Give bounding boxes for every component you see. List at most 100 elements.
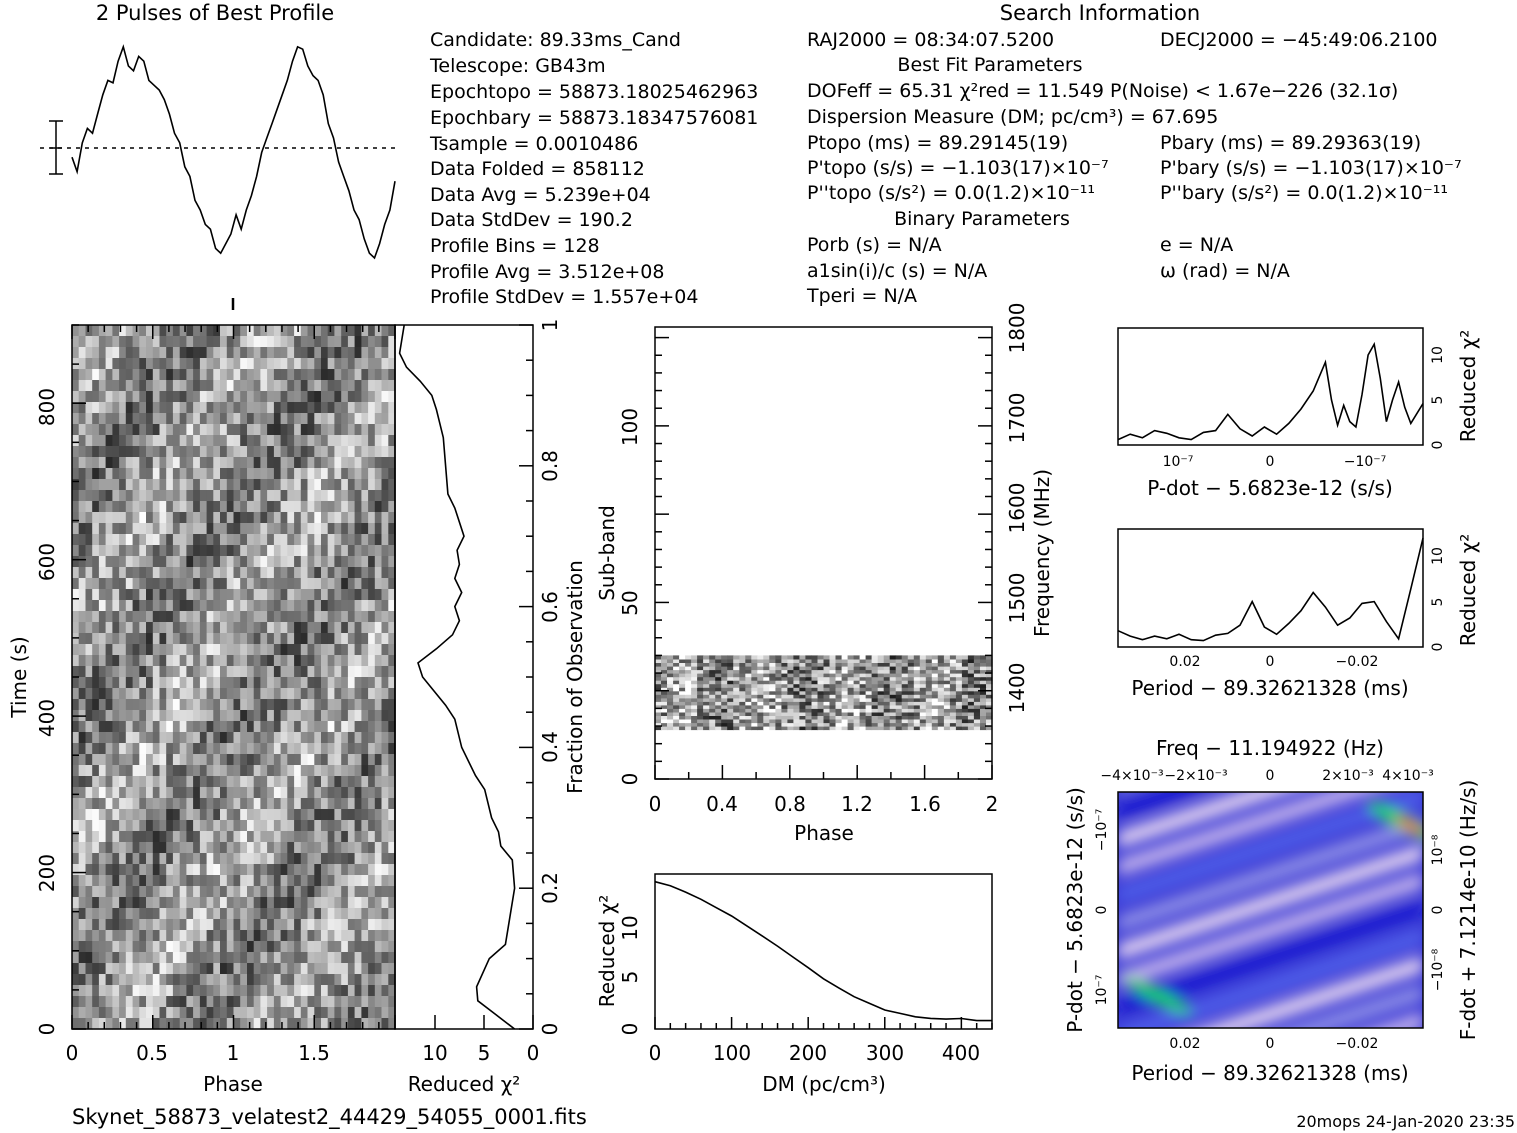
time-phase-cell xyxy=(240,633,248,645)
time-phase-cell xyxy=(78,963,86,975)
time-phase-cell xyxy=(327,908,335,920)
time-phase-cell xyxy=(72,754,80,766)
subband-cell xyxy=(733,704,740,709)
time-phase-cell xyxy=(186,765,194,777)
time-phase-cell xyxy=(172,798,181,810)
subband-cell xyxy=(679,673,686,678)
time-phase-cell xyxy=(381,732,389,744)
time-phase-cell xyxy=(179,545,187,557)
time-phase-cell xyxy=(206,963,214,975)
time-phase-cell xyxy=(381,336,389,348)
time-phase-cell xyxy=(78,633,86,645)
time-phase-cell xyxy=(388,699,396,711)
time-phase-cell xyxy=(72,336,80,348)
time-phase-cell xyxy=(72,347,80,359)
time-phase-cell xyxy=(247,369,255,381)
subband-cell xyxy=(799,673,806,678)
subband-cell xyxy=(986,708,993,713)
subband-cell xyxy=(715,694,722,699)
time-phase-cell xyxy=(374,941,383,953)
time-phase-cell xyxy=(206,578,214,590)
subband-cell xyxy=(667,715,674,720)
time-phase-cell xyxy=(213,578,221,590)
time-phase-cell xyxy=(105,897,113,909)
time-phase-cell xyxy=(233,809,241,821)
time-phase-cell xyxy=(92,908,100,920)
time-phase-cell xyxy=(314,479,322,491)
time-phase-cell xyxy=(247,952,255,964)
subband-cell xyxy=(763,683,770,688)
time-phase-cell xyxy=(220,556,228,568)
time-phase-cell xyxy=(179,589,187,601)
time-phase-cell xyxy=(354,743,362,755)
subband-cell xyxy=(919,687,927,692)
time-phase-cell xyxy=(206,523,214,535)
subband-cell xyxy=(943,666,951,671)
subband-cell xyxy=(799,683,806,688)
time-phase-cell xyxy=(267,798,275,810)
subband-cell xyxy=(685,697,692,702)
time-phase-cell xyxy=(166,545,174,557)
time-phase-cell xyxy=(361,534,369,546)
time-phase-cell xyxy=(159,512,167,524)
time-phase-cell xyxy=(321,435,329,447)
time-phase-cell xyxy=(119,996,127,1008)
time-phase-cell xyxy=(247,567,255,579)
time-phase-cell xyxy=(206,347,214,359)
subband-cell xyxy=(655,690,662,695)
time-phase-cell xyxy=(233,622,241,634)
time-phase-cell xyxy=(119,644,127,656)
time-phase-cell xyxy=(233,534,241,546)
time-phase-cell xyxy=(193,468,201,480)
time-phase-cell xyxy=(125,787,134,799)
tick-label: 5 xyxy=(478,1041,491,1065)
time-phase-cell xyxy=(152,600,161,612)
subband-cell xyxy=(739,687,746,692)
time-phase-cell xyxy=(294,666,302,678)
time-phase-cell xyxy=(72,556,80,568)
time-phase-cell xyxy=(374,644,383,656)
time-phase-cell xyxy=(260,996,268,1008)
time-phase-cell xyxy=(199,721,208,733)
subband-cell xyxy=(913,711,921,716)
time-phase-cell xyxy=(247,347,255,359)
time-phase-cell xyxy=(247,336,255,348)
time-phase-cell xyxy=(119,589,127,601)
subband-cell xyxy=(817,708,825,713)
time-phase-cell xyxy=(166,512,174,524)
time-phase-cell xyxy=(307,358,315,370)
time-phase-cell xyxy=(381,1018,389,1030)
time-phase-cell xyxy=(213,776,221,788)
time-phase-cell xyxy=(166,721,174,733)
time-phase-cell xyxy=(374,842,383,854)
time-phase-cell xyxy=(240,589,248,601)
time-chi2-xlabel: Reduced χ² xyxy=(408,1072,521,1096)
time-phase-cell xyxy=(125,886,134,898)
time-phase-cell xyxy=(273,930,282,942)
time-phase-cell xyxy=(287,809,295,821)
subband-cell xyxy=(775,690,782,695)
time-phase-cell xyxy=(179,336,187,348)
time-phase-cell xyxy=(267,413,275,425)
subband-cell xyxy=(805,697,812,702)
time-phase-cell xyxy=(98,655,107,667)
time-phase-cell xyxy=(98,974,107,986)
time-phase-cell xyxy=(374,963,383,975)
subband-cell xyxy=(949,726,957,731)
subband-cell xyxy=(679,719,686,724)
time-phase-cell xyxy=(294,512,302,524)
time-phase-cell xyxy=(334,864,342,876)
time-phase-cell xyxy=(314,952,322,964)
time-phase-cell xyxy=(260,556,268,568)
subband-cell xyxy=(715,669,722,674)
tick-label: 0 xyxy=(35,1023,59,1036)
time-phase-cell xyxy=(294,567,302,579)
subband-cell xyxy=(931,690,939,695)
subband-cell xyxy=(919,655,927,660)
time-phase-cell xyxy=(152,435,161,447)
subband-cell xyxy=(727,715,734,720)
time-phase-cell xyxy=(321,974,329,986)
time-phase-cell xyxy=(98,446,107,458)
subband-cell xyxy=(679,676,686,681)
time-phase-cell xyxy=(186,622,194,634)
